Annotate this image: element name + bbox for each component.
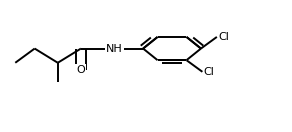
Text: NH: NH [106,44,123,54]
Text: Cl: Cl [204,67,215,77]
Text: O: O [77,65,85,75]
Text: Cl: Cl [218,32,229,42]
